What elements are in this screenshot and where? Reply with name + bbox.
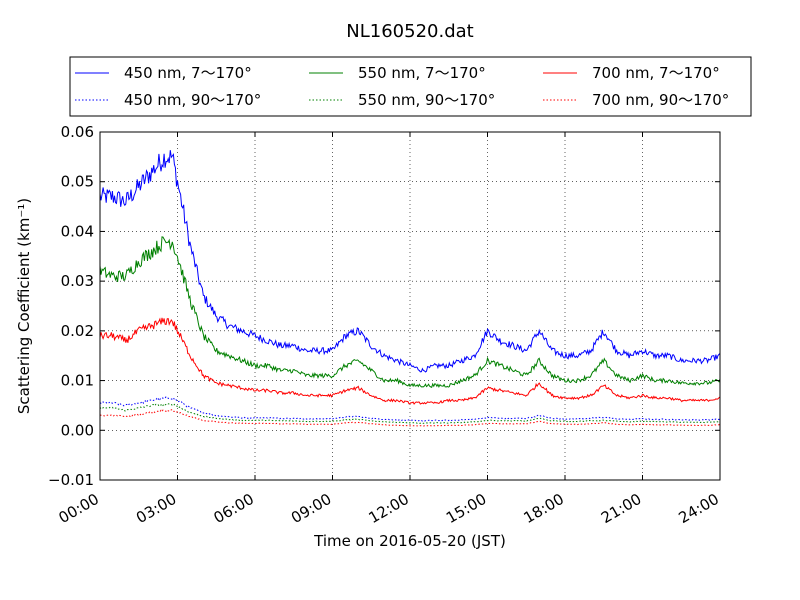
y-tick-label: 0.02 bbox=[61, 322, 94, 340]
series-line-2 bbox=[99, 396, 721, 422]
x-tick-label: 06:00 bbox=[211, 490, 257, 527]
legend-label: 550 nm, 90～170° bbox=[358, 91, 495, 109]
x-tick-label: 09:00 bbox=[288, 490, 334, 527]
y-tick-label: 0.03 bbox=[61, 272, 94, 290]
y-tick-label: 0.04 bbox=[61, 222, 94, 240]
series-line-4 bbox=[99, 402, 721, 425]
legend-label: 700 nm, 7～170° bbox=[592, 64, 720, 82]
series-line-1 bbox=[99, 150, 721, 373]
series-lines bbox=[99, 150, 721, 427]
legend-label: 700 nm, 90～170° bbox=[592, 91, 729, 109]
x-tick-label: 24:00 bbox=[676, 490, 722, 527]
x-tick-label: 18:00 bbox=[521, 490, 567, 527]
x-tick-label: 12:00 bbox=[366, 490, 412, 527]
y-tick-label: −0.01 bbox=[48, 471, 94, 489]
x-tick-label: 00:00 bbox=[56, 490, 102, 527]
legend-frame bbox=[69, 56, 752, 117]
axis-ticks: 00:00 03:00 06:00 09:00 12:00 15:00 18:00 21:00… bbox=[48, 123, 722, 527]
series-line-3 bbox=[99, 236, 721, 388]
legend-label: 450 nm, 90～170° bbox=[124, 91, 261, 109]
series-line-6 bbox=[99, 409, 720, 427]
x-axis-label: Time on 2016-05-20 (JST) bbox=[313, 532, 506, 550]
y-tick-label: 0.05 bbox=[61, 173, 94, 191]
y-axis-label: Scattering Coefficient (km⁻¹) bbox=[15, 198, 33, 414]
legend-label: 450 nm, 7～170° bbox=[124, 64, 252, 82]
chart-legend: 450 nm, 7～170° 450 nm, 90～170° 550 nm, 7～1… bbox=[69, 56, 752, 117]
y-tick-label: 0.00 bbox=[61, 421, 94, 439]
chart-title: NL160520.dat bbox=[346, 21, 473, 42]
x-tick-label: 03:00 bbox=[133, 490, 179, 527]
series-line-5 bbox=[99, 317, 721, 405]
y-tick-label: 0.06 bbox=[61, 123, 94, 141]
x-tick-label: 21:00 bbox=[598, 490, 644, 527]
x-tick-label: 15:00 bbox=[443, 490, 489, 527]
legend-label: 550 nm, 7～170° bbox=[358, 64, 486, 82]
y-tick-label: 0.01 bbox=[61, 372, 94, 390]
